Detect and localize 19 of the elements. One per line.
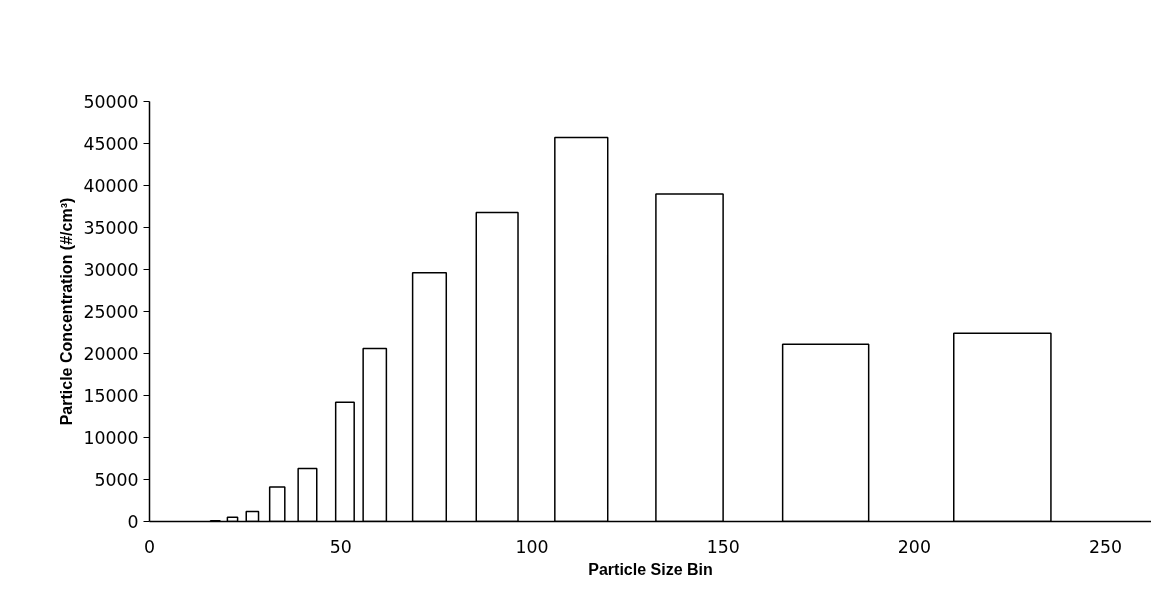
- y-tick-label: 40000: [83, 176, 139, 196]
- x-tick-label: 100: [515, 536, 549, 557]
- x-tick-label: 250: [1089, 536, 1123, 557]
- y-tick-label: 5000: [94, 470, 139, 490]
- y-tick-label: 0: [127, 512, 139, 532]
- y-axis-title: Particle Concentration (#/cm³): [58, 197, 76, 426]
- y-tick-label: 10000: [83, 428, 139, 448]
- x-tick-label: 150: [706, 536, 740, 557]
- y-tick-label: 45000: [83, 134, 139, 154]
- y-tick-label: 30000: [83, 260, 139, 280]
- y-tick-label: 15000: [83, 386, 139, 406]
- x-tick-label: 50: [329, 536, 352, 557]
- y-tick-label: 20000: [83, 344, 139, 364]
- x-axis-title: Particle Size Bin: [588, 560, 713, 578]
- x-tick-label: 0: [143, 536, 156, 557]
- x-tick-label: 200: [897, 536, 931, 557]
- y-tick-label: 50000: [83, 92, 139, 112]
- y-tick-label: 25000: [83, 302, 139, 322]
- y-tick-label: 35000: [83, 218, 139, 238]
